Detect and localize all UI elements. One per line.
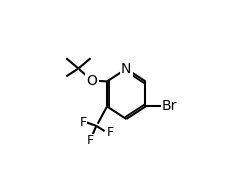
Text: F: F: [79, 116, 87, 129]
Text: F: F: [86, 134, 93, 147]
Text: O: O: [87, 74, 97, 88]
Text: F: F: [107, 126, 114, 139]
Text: N: N: [121, 62, 131, 76]
Text: Br: Br: [162, 100, 177, 113]
